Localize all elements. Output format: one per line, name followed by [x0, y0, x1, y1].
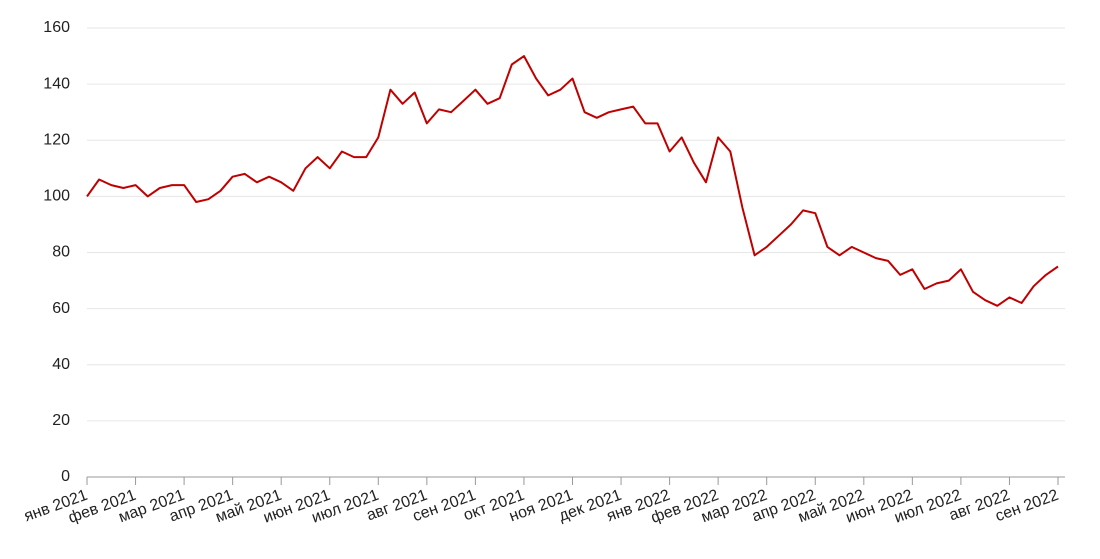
y-tick-label: 160	[43, 19, 70, 36]
price-line	[86, 55, 1059, 307]
y-tick-label: 80	[52, 244, 70, 261]
y-tick-label: 40	[52, 356, 70, 373]
y-tick-label: 60	[52, 300, 70, 317]
y-tick-label: 120	[43, 131, 70, 148]
y-tick-label: 20	[52, 412, 70, 429]
y-tick-label: 0	[61, 468, 70, 485]
y-tick-label: 100	[43, 188, 70, 205]
y-tick-label: 140	[43, 75, 70, 92]
